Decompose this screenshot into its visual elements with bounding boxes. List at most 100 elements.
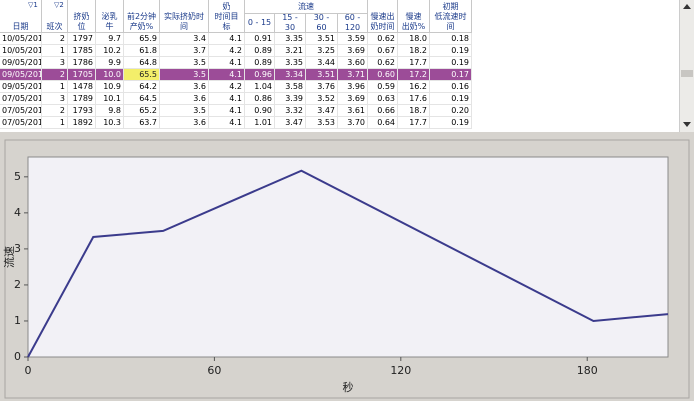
table-cell: 3.5: [160, 57, 209, 69]
column-header[interactable]: 30 - 60: [306, 14, 338, 33]
table-cell: 61.8: [124, 45, 160, 57]
table-cell: 3.58: [275, 81, 306, 93]
table-cell: 3.6: [160, 81, 209, 93]
table-cell: 3.4: [160, 33, 209, 45]
table-cell: 18.0: [398, 33, 430, 45]
table-cell: 9.7: [96, 33, 124, 45]
y-axis-label: 流速: [2, 246, 16, 268]
table-cell: 0.91: [245, 33, 275, 45]
column-header[interactable]: 60 - 120: [338, 14, 368, 33]
table-cell: 3.76: [306, 81, 338, 93]
y-tick-label: 0: [14, 350, 21, 363]
table-cell: 3.7: [160, 45, 209, 57]
table-cell: 1705: [68, 69, 96, 81]
column-header[interactable]: 实际挤奶 时间目标: [209, 0, 245, 33]
table-cell: 10.1: [96, 93, 124, 105]
table-cell: 3.51: [306, 69, 338, 81]
column-header[interactable]: 日期: [0, 0, 42, 33]
column-header[interactable]: 泌乳牛: [96, 0, 124, 33]
sort-marker: ▽2: [54, 1, 64, 9]
table-cell: 3: [42, 57, 68, 69]
column-header[interactable]: 初期 低流速时间: [430, 0, 472, 33]
table-cell: 3.70: [338, 117, 368, 129]
table-cell: 4.2: [209, 81, 245, 93]
y-tick-label: 5: [14, 170, 21, 183]
table-cell: 4.1: [209, 105, 245, 117]
scrollbar[interactable]: [679, 0, 694, 132]
table-cell: 64.8: [124, 57, 160, 69]
table-cell: 2: [42, 33, 68, 45]
plot-area: [27, 156, 669, 358]
y-tick-label: 2: [14, 278, 21, 291]
table-cell: 0.16: [430, 81, 472, 93]
table-cell: 3.34: [275, 69, 306, 81]
column-header[interactable]: 前2分钟 产奶%: [124, 0, 160, 33]
table-cell: 3.51: [306, 33, 338, 45]
table-cell: 3.5: [160, 105, 209, 117]
table-cell: 1789: [68, 93, 96, 105]
table-cell: 3.96: [338, 81, 368, 93]
table-cell: 0.96: [245, 69, 275, 81]
table-cell: 9.8: [96, 105, 124, 117]
table-cell: 10.2: [96, 45, 124, 57]
table-cell: 1478: [68, 81, 96, 93]
x-tick-label: 0: [25, 364, 32, 377]
table-cell: 3.71: [338, 69, 368, 81]
table-cell: 3.25: [306, 45, 338, 57]
table-cell: 3.5: [160, 69, 209, 81]
table-cell: 18.7: [398, 105, 430, 117]
table-cell: 3.47: [306, 105, 338, 117]
table-cell: 3.61: [338, 105, 368, 117]
table-cell: 10.3: [96, 117, 124, 129]
table-cell: 1: [42, 117, 68, 129]
table-cell: 1.04: [245, 81, 275, 93]
table-cell: 3.35: [275, 33, 306, 45]
table-cell: 63.7: [124, 117, 160, 129]
column-header[interactable]: 15 - 30: [275, 14, 306, 33]
table-cell: 17.6: [398, 93, 430, 105]
table-cell: 3: [42, 93, 68, 105]
table-cell: 64.5: [124, 93, 160, 105]
table-cell: 4.1: [209, 33, 245, 45]
table-cell: 0.17: [430, 69, 472, 81]
table-cell: 0.63: [368, 93, 398, 105]
table-cell: 3.21: [275, 45, 306, 57]
column-header[interactable]: 实际挤奶时间: [160, 0, 209, 33]
table-cell: 0.19: [430, 45, 472, 57]
table-cell: 1793: [68, 105, 96, 117]
column-header[interactable]: 0 - 15: [245, 14, 275, 33]
scrollbar-arrows: [681, 4, 693, 127]
x-tick-label: 180: [577, 364, 598, 377]
x-tick-label: 60: [207, 364, 221, 377]
table-cell: 4.1: [209, 57, 245, 69]
table-cell: 64.2: [124, 81, 160, 93]
table-cell: 0.67: [368, 45, 398, 57]
column-header[interactable]: 慢速 出奶%: [398, 0, 430, 33]
table-cell: 3.32: [275, 105, 306, 117]
table-cell: 0.89: [245, 57, 275, 69]
table-cell: 10.0: [96, 69, 124, 81]
column-header[interactable]: 班次: [42, 0, 68, 33]
sort-marker: ▽1: [28, 1, 38, 9]
table-cell: 3.6: [160, 117, 209, 129]
table-cell: 4.1: [209, 117, 245, 129]
column-header[interactable]: 慢速出 奶时间: [368, 0, 398, 33]
table-cell: 0.19: [430, 117, 472, 129]
column-header[interactable]: 挤奶位: [68, 0, 96, 33]
table-cell: 1: [42, 45, 68, 57]
group-header: 流速: [245, 0, 368, 14]
table-cell: 0.64: [368, 117, 398, 129]
table-cell: 1785: [68, 45, 96, 57]
table-cell: 17.7: [398, 57, 430, 69]
table-cell: 0.89: [245, 45, 275, 57]
x-axis-label: 秒: [343, 380, 354, 394]
table-cell: 2: [42, 69, 68, 81]
